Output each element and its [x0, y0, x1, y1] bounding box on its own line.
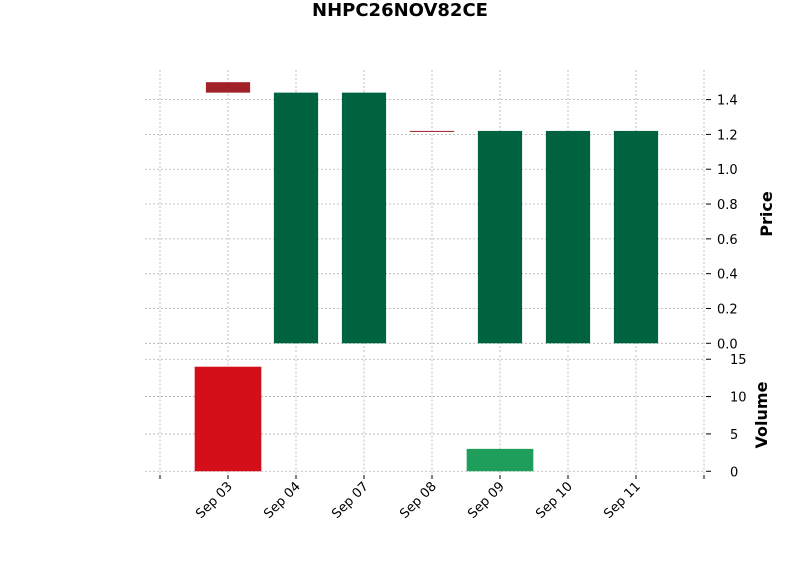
y-tick-label: 0.0	[717, 337, 738, 352]
candle-body	[341, 92, 387, 344]
y-tick-label: 0.8	[717, 198, 738, 213]
x-tick-label: Sep 07	[329, 479, 372, 522]
y-tick-label: 0.4	[717, 268, 738, 283]
y-tick-label: 0.6	[717, 233, 738, 248]
x-tick-label: Sep 10	[533, 479, 576, 522]
x-tick-label: Sep 04	[261, 479, 304, 522]
candle-body	[205, 82, 251, 93]
y-tick-label: 1.2	[717, 128, 738, 143]
candle-body	[613, 130, 659, 344]
candle-body	[409, 130, 455, 132]
volume-bar	[466, 448, 534, 472]
volume-axis-label: Volume	[752, 381, 771, 448]
candle-body	[477, 130, 523, 344]
x-tick-label: Sep 11	[601, 479, 644, 522]
y2-tick-label: 5	[730, 428, 738, 443]
candle-body	[273, 92, 319, 344]
y-tick-label: 1.0	[717, 163, 738, 178]
volume-bar	[194, 366, 262, 472]
candle-body	[545, 130, 591, 344]
x-tick-label: Sep 03	[193, 479, 236, 522]
chart-title: NHPC26NOV82CE	[312, 0, 488, 21]
y2-tick-label: 10	[730, 391, 747, 406]
x-tick-label: Sep 08	[397, 479, 440, 522]
y-tick-label: 1.4	[717, 94, 738, 109]
y2-tick-label: 15	[730, 353, 747, 368]
x-tick-label: Sep 09	[465, 479, 508, 522]
y-tick-label: 0.2	[717, 302, 738, 317]
price-axis-label: Price	[757, 191, 776, 237]
y2-tick-label: 0	[730, 465, 738, 480]
